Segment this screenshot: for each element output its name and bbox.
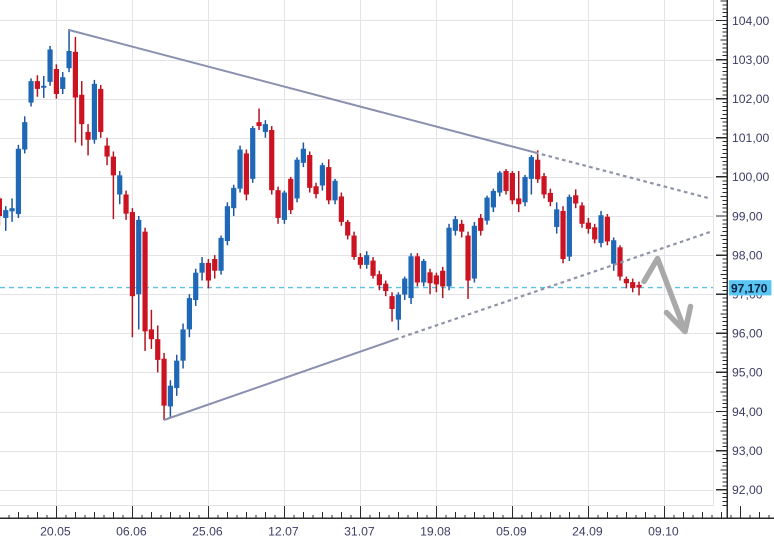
svg-text:20.05: 20.05 [40,525,71,539]
svg-text:24.09: 24.09 [572,525,603,539]
svg-text:101,00: 101,00 [732,131,769,145]
svg-text:103,00: 103,00 [732,53,769,67]
svg-text:09.10: 09.10 [648,525,679,539]
svg-text:104,00: 104,00 [732,14,769,28]
svg-text:92,00: 92,00 [732,483,763,497]
svg-text:98,00: 98,00 [732,248,763,262]
svg-text:100,00: 100,00 [732,170,769,184]
svg-text:102,00: 102,00 [732,92,769,106]
svg-text:96,00: 96,00 [732,327,763,341]
svg-text:12.07: 12.07 [268,525,299,539]
svg-text:99,00: 99,00 [732,209,763,223]
svg-text:19.08: 19.08 [420,525,451,539]
svg-text:97,170: 97,170 [731,281,768,295]
svg-text:25.06: 25.06 [192,525,223,539]
svg-text:31.07: 31.07 [344,525,375,539]
svg-text:94,00: 94,00 [732,405,763,419]
svg-text:93,00: 93,00 [732,444,763,458]
svg-text:95,00: 95,00 [732,366,763,380]
svg-text:05.09: 05.09 [496,525,527,539]
svg-text:06.06: 06.06 [116,525,147,539]
